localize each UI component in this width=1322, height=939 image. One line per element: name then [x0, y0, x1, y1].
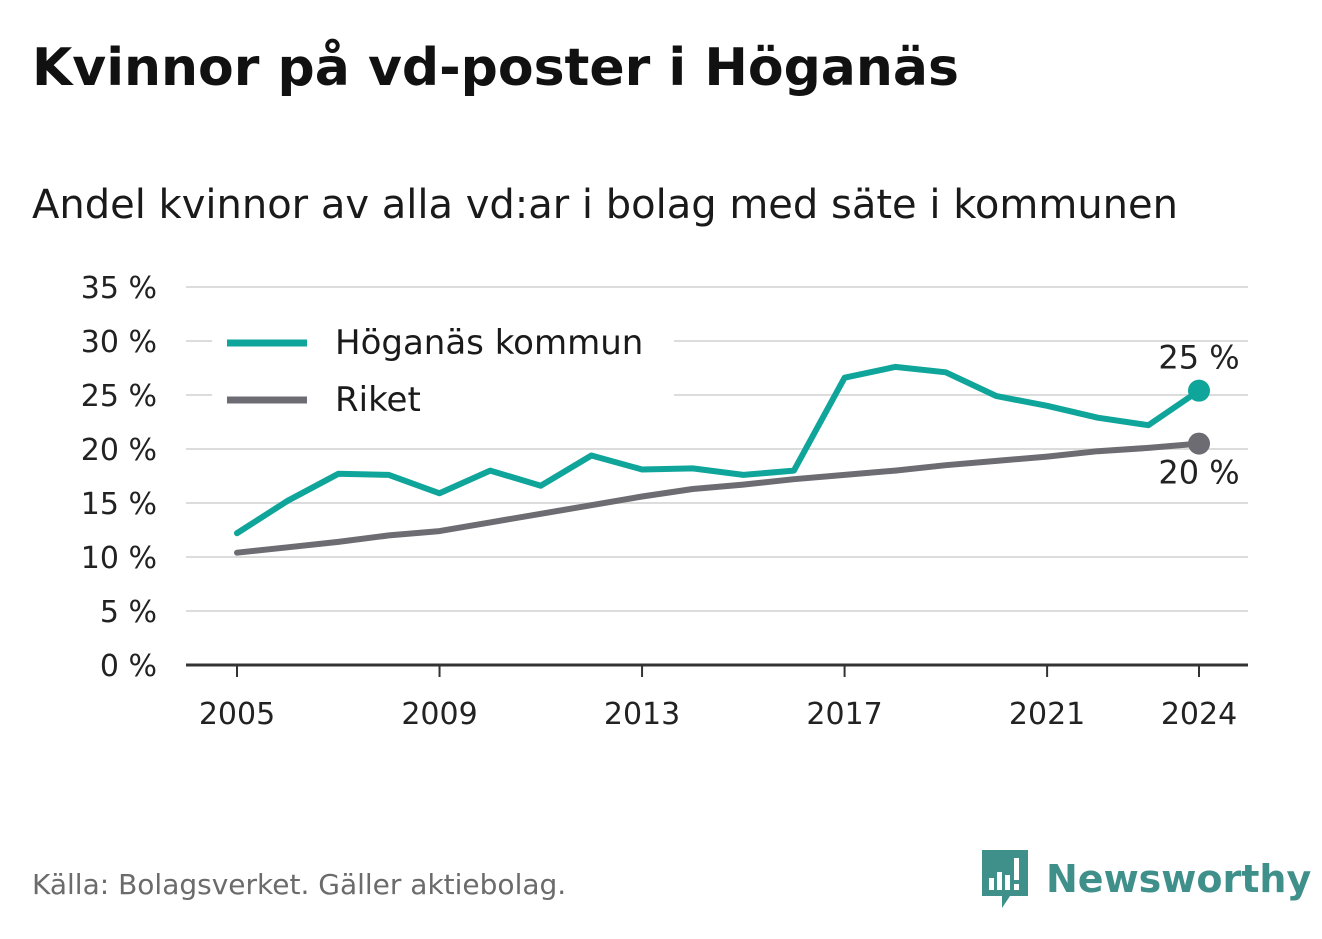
x-tick-label: 2017 — [806, 697, 882, 732]
axes: 0 % 5 % 10 % 15 % 20 % 25 % 30 % 35 % 2005 2009 20… — [81, 271, 1248, 732]
end-labels: 25 % 20 % — [1158, 339, 1239, 492]
x-tick-label: 2013 — [604, 697, 680, 732]
series-line — [234, 440, 1202, 556]
y-tick-label: 10 % — [81, 541, 157, 576]
end-value-label: 20 % — [1158, 454, 1239, 492]
x-tick-label: 2024 — [1161, 697, 1237, 732]
legend-background — [212, 318, 674, 424]
y-tick-label: 35 % — [81, 271, 157, 306]
series-lines — [234, 363, 1210, 556]
chart-subtitle: Andel kvinnor av alla vd:ar i bolag med … — [32, 182, 1178, 228]
end-value-label: 25 % — [1158, 339, 1239, 377]
chart-title: Kvinnor på vd-poster i Höganäs — [32, 38, 959, 98]
y-tick-label: 0 % — [100, 649, 157, 684]
y-tick-label: 5 % — [100, 595, 157, 630]
y-tick-label: 20 % — [81, 433, 157, 468]
end-point — [1188, 432, 1210, 455]
legend-label: Höganäs kommun — [335, 323, 643, 363]
brand-logo-group: Newsworthy — [980, 848, 1311, 910]
series-line — [234, 363, 1202, 537]
x-tick-label: 2005 — [199, 697, 275, 732]
source-note: Källa: Bolagsverket. Gäller aktiebolag. — [32, 868, 567, 901]
legend-label: Riket — [335, 380, 421, 420]
newsworthy-logo-icon — [982, 850, 1028, 908]
x-tick-label: 2009 — [401, 697, 477, 732]
legend: Höganäs kommun Riket — [212, 318, 674, 424]
brand-name: Newsworthy — [1046, 857, 1312, 901]
y-tick-label: 25 % — [81, 379, 157, 414]
end-point — [1188, 379, 1210, 402]
y-tick-label: 30 % — [81, 325, 157, 360]
x-tick-label: 2021 — [1009, 697, 1085, 732]
y-tick-label: 15 % — [81, 487, 157, 522]
